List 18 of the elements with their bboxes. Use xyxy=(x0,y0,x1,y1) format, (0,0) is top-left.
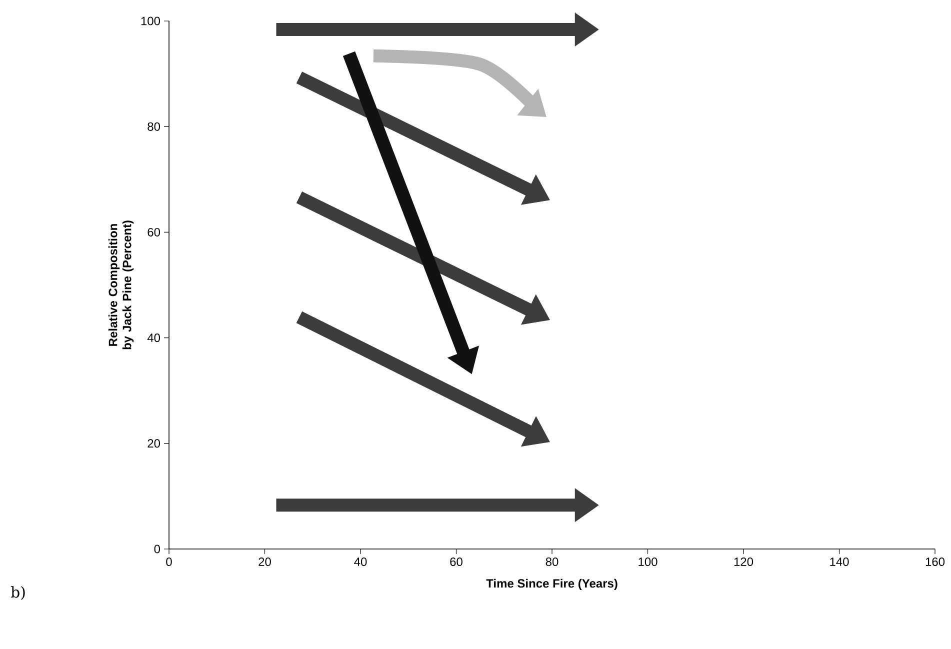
y-tick-label: 20 xyxy=(148,439,160,448)
x-tick-label: 120 xyxy=(734,558,754,566)
x-tick-label: 140 xyxy=(830,558,849,566)
x-tick-label: 100 xyxy=(638,558,658,566)
y-tick-label: 100 xyxy=(141,16,160,26)
x-axis-title: Time Since Fire (Years) xyxy=(486,578,618,590)
text: b) xyxy=(10,586,25,600)
x-tick-label: 40 xyxy=(354,558,367,566)
x-tick-label: 80 xyxy=(546,558,558,566)
y-tick-label: 60 xyxy=(148,228,160,236)
x-tick-label: 20 xyxy=(258,558,271,566)
y-tick-label: 0 xyxy=(154,544,160,554)
y-axis-title: Relative Composition by Jack Pine (Percent) xyxy=(108,220,134,350)
x-tick-label: 0 xyxy=(166,558,172,566)
x-tick-label: 160 xyxy=(926,558,945,566)
y-tick-label: 40 xyxy=(147,334,160,342)
x-tick-label: 60 xyxy=(450,558,462,566)
y-tick-label: 80 xyxy=(148,122,160,131)
